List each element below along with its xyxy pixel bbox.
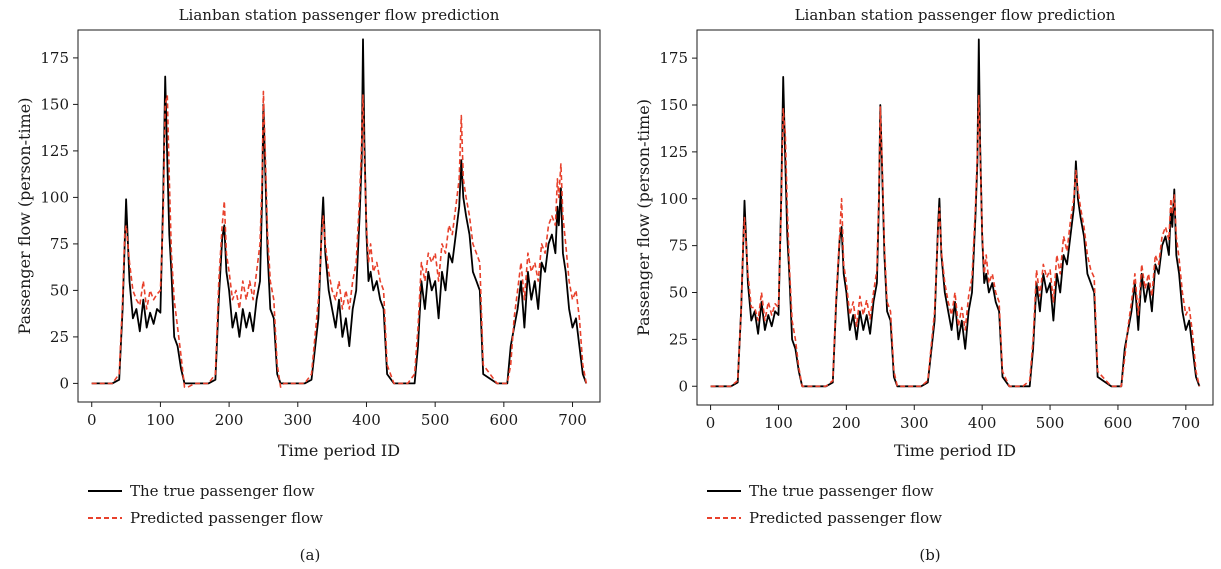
y-tick-label: 25 [669,330,688,348]
y-tick-label: 75 [669,237,688,255]
x-tick-label: 100 [764,414,793,432]
x-tick-label: 200 [215,411,244,429]
series-true-line [91,38,588,385]
y-tick-label: 25 [50,328,69,346]
plot-frame [696,29,1214,406]
series-predicted-line [91,90,588,388]
panel-label: (b) [919,546,940,564]
x-tick-label: 300 [283,411,312,429]
x-tick-label: 300 [900,414,929,432]
chart-title: Lianban station passenger flow predictio… [179,6,500,24]
x-tick-label: 600 [490,411,519,429]
y-tick-label: 175 [40,49,69,67]
y-tick-label: 125 [40,142,69,160]
y-tick-label: 125 [659,143,688,161]
y-tick-label: 100 [40,188,69,206]
y-tick-label: 0 [59,374,69,392]
x-tick-label: 700 [1172,414,1201,432]
x-axis-label: Time period ID [894,441,1016,460]
panel-label: (a) [300,546,321,564]
panel-b: Lianban station passenger flow predictio… [634,6,1214,564]
x-tick-label: 0 [87,411,97,429]
series-true-line [710,38,1201,388]
x-tick-label: 500 [421,411,450,429]
y-tick-label: 50 [50,281,69,299]
x-tick-label: 200 [832,414,861,432]
series-predicted-line [710,94,1201,388]
x-axis-label: Time period ID [278,441,400,460]
y-tick-label: 150 [659,96,688,114]
x-tick-label: 400 [352,411,381,429]
panel-a: Lianban station passenger flow predictio… [15,6,601,564]
legend-label: Predicted passenger flow [749,509,942,527]
y-tick-label: 150 [40,95,69,113]
chart-title: Lianban station passenger flow predictio… [795,6,1116,24]
x-tick-label: 400 [968,414,997,432]
plot-frame [77,29,601,403]
legend-label: The true passenger flow [749,482,934,500]
legend-label: The true passenger flow [130,482,315,500]
legend-label: Predicted passenger flow [130,509,323,527]
y-tick-label: 100 [659,190,688,208]
y-axis-label: Passenger flow (person-time) [634,99,653,336]
x-tick-label: 700 [558,411,587,429]
y-tick-label: 0 [678,377,688,395]
x-tick-label: 0 [706,414,716,432]
y-axis-label: Passenger flow (person-time) [15,98,34,335]
y-tick-label: 175 [659,49,688,67]
x-tick-label: 600 [1104,414,1133,432]
x-tick-label: 100 [146,411,175,429]
x-tick-label: 500 [1036,414,1065,432]
y-tick-label: 50 [669,284,688,302]
y-tick-label: 75 [50,235,69,253]
